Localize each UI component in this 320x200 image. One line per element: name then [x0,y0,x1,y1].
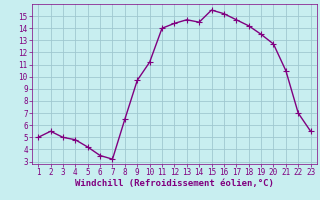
X-axis label: Windchill (Refroidissement éolien,°C): Windchill (Refroidissement éolien,°C) [75,179,274,188]
